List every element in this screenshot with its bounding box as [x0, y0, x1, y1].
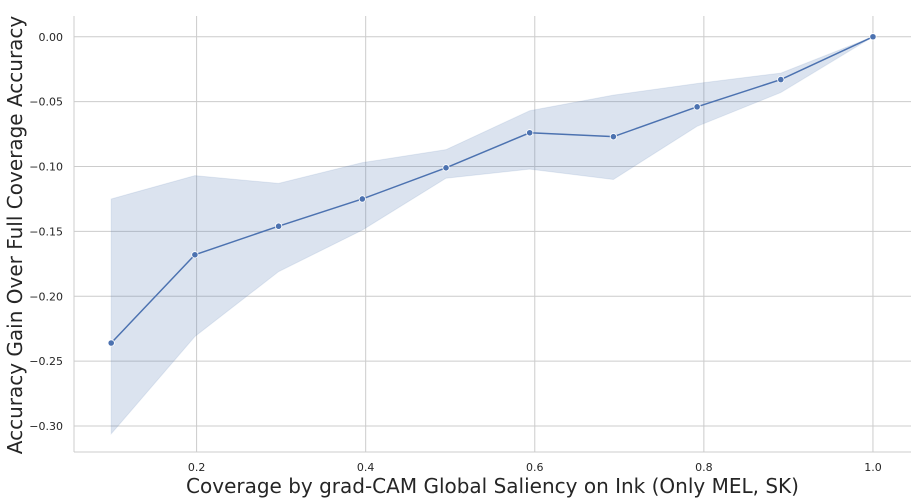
- y-tick-labels: 0.00 −0.05 −0.10 −0.15 −0.20 −0.25 −0.30: [29, 31, 63, 433]
- x-tick-label: 0.4: [357, 461, 375, 474]
- x-tick-label: 0.8: [695, 461, 713, 474]
- x-tick-labels: 0.2 0.4 0.6 0.8 1.0: [188, 461, 882, 474]
- x-gridlines: [196, 16, 874, 452]
- confidence-band: [110, 36, 874, 436]
- y-gridlines: [74, 36, 911, 427]
- data-point: [693, 103, 701, 111]
- x-tick-label: 1.0: [864, 461, 882, 474]
- y-tick-label: 0.00: [39, 31, 64, 44]
- y-tick-label: −0.30: [29, 420, 63, 433]
- y-axis-title: Accuracy Gain Over Full Coverage Accurac…: [3, 16, 27, 455]
- y-tick-label: −0.15: [29, 225, 63, 238]
- y-tick-label: −0.25: [29, 355, 63, 368]
- data-points: [107, 33, 877, 347]
- data-point: [442, 164, 450, 172]
- data-point: [107, 339, 115, 347]
- data-point: [526, 129, 534, 137]
- data-point: [358, 195, 366, 203]
- y-tick-label: −0.05: [29, 96, 63, 109]
- y-tick-label: −0.20: [29, 290, 63, 303]
- x-tick-label: 0.2: [188, 461, 206, 474]
- data-point: [274, 222, 283, 230]
- series-line: [110, 36, 874, 344]
- data-point: [609, 133, 618, 141]
- data-point: [191, 251, 199, 259]
- x-tick-label: 0.6: [526, 461, 544, 474]
- y-tick-label: −0.10: [29, 161, 63, 174]
- x-axis-title: Coverage by grad-CAM Global Saliency on …: [186, 474, 799, 498]
- data-point: [869, 33, 877, 41]
- data-point: [777, 75, 785, 84]
